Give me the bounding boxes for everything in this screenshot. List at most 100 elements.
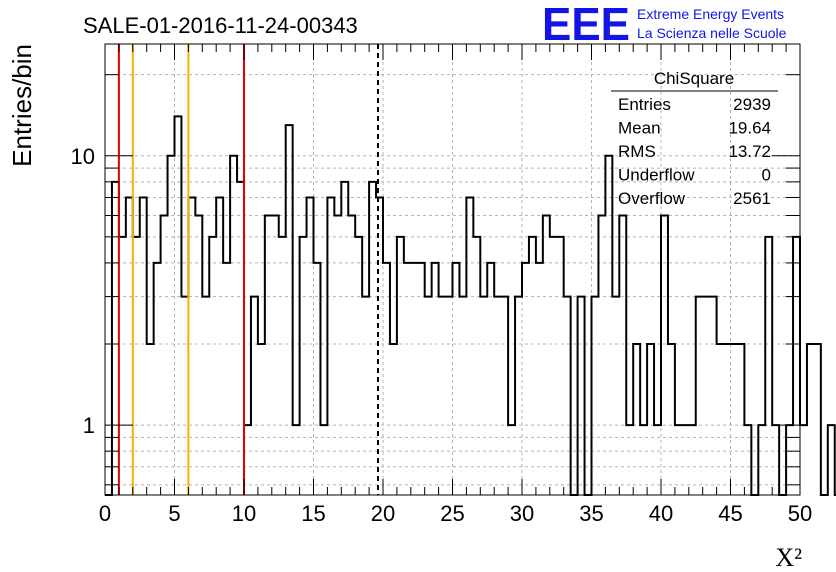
histogram-bin: [216, 197, 223, 495]
axis-ticks: [104, 44, 801, 495]
histogram-bin: [286, 125, 293, 495]
histogram-bin: [404, 263, 411, 495]
histogram-bin: [661, 216, 668, 495]
histogram-bin: [717, 344, 724, 495]
histogram-bin: [793, 237, 800, 495]
histogram-bin: [327, 197, 334, 495]
histogram-bin: [314, 263, 321, 495]
histogram-bin: [724, 344, 731, 495]
y-tick-labels: 1 10: [71, 144, 95, 438]
x-tick-label: 15: [301, 501, 325, 526]
histogram-bin: [195, 216, 202, 495]
histogram-bin: [501, 297, 508, 495]
histogram-bin: [696, 297, 703, 495]
x-tick-label: 50: [788, 501, 812, 526]
histogram-bin: [432, 263, 439, 495]
x-tick-label: 35: [579, 501, 603, 526]
histogram-bin: [230, 156, 237, 495]
histogram-bin: [168, 156, 175, 495]
stats-row-value: 2561: [733, 189, 771, 208]
histogram-bin: [362, 297, 369, 495]
histogram-bin: [209, 237, 216, 495]
histogram-bin: [814, 344, 821, 495]
histogram-bin: [383, 263, 390, 495]
stats-row-label: Overflow: [618, 189, 686, 208]
histogram-bin: [598, 216, 605, 495]
histogram-bin: [703, 297, 710, 495]
y-tick-label: 1: [83, 413, 95, 438]
histogram-bin: [202, 297, 209, 495]
x-tick-label: 25: [440, 501, 464, 526]
histogram-bin: [494, 297, 501, 495]
histogram-bin: [487, 263, 494, 495]
histogram-bin: [737, 344, 744, 495]
histogram-bin: [515, 297, 522, 495]
histogram-bin: [800, 425, 807, 495]
histogram-bin: [348, 216, 355, 495]
histogram-bin: [161, 216, 168, 495]
histogram-bin: [223, 263, 230, 495]
histogram-bin: [175, 116, 182, 495]
histogram-bin: [592, 297, 599, 495]
stats-row-value: 19.64: [728, 119, 771, 138]
histogram-bin: [480, 297, 487, 495]
histogram-bin: [459, 297, 466, 495]
histogram-bin: [564, 297, 571, 495]
logo-line2: La Scienza nelle Scuole: [637, 25, 787, 41]
histogram-bin: [612, 297, 619, 495]
histogram-bin: [279, 237, 286, 495]
stats-row-value: 13.72: [728, 142, 771, 161]
histogram-bin: [765, 237, 772, 495]
histogram-bin: [425, 297, 432, 495]
x-tick-label: 0: [99, 501, 111, 526]
histogram-bin: [272, 216, 279, 495]
histogram-bin: [550, 237, 557, 495]
histogram-bin: [466, 197, 473, 495]
histogram-bin: [605, 156, 612, 495]
histogram-bin: [418, 263, 425, 495]
stats-row-value: 2939: [733, 95, 771, 114]
logo-line1: Extreme Energy Events: [637, 6, 784, 22]
histogram-bin: [251, 297, 258, 495]
histogram-bin: [154, 263, 161, 495]
histogram-bin: [578, 297, 585, 495]
stats-row-label: Entries: [618, 95, 671, 114]
histogram-bin: [300, 237, 307, 495]
x-axis-title: X²: [775, 543, 802, 572]
histogram-bin: [529, 237, 536, 495]
histogram-bin: [807, 344, 814, 495]
chart-title: SALE-01-2016-11-24-00343: [83, 13, 358, 38]
x-tick-label: 40: [649, 501, 673, 526]
histogram: [105, 115, 836, 496]
stats-row-label: Underflow: [618, 166, 695, 185]
histogram-bin: [133, 237, 140, 495]
x-tick-labels: 0 5 10 15 20 25 30 35 40 45 50: [99, 501, 812, 526]
histogram-bin: [731, 344, 738, 495]
histogram-bin: [397, 237, 404, 495]
logo-mark: EEE: [542, 0, 630, 50]
x-tick-label: 45: [718, 501, 742, 526]
x-tick-label: 30: [510, 501, 534, 526]
histogram-bin: [439, 297, 446, 495]
histogram-bin: [473, 237, 480, 495]
y-tick-label: 10: [71, 144, 95, 169]
stats-row-label: Mean: [618, 119, 661, 138]
histogram-bin: [390, 344, 397, 495]
stats-row-value: 0: [762, 166, 771, 185]
histogram-bin: [536, 263, 543, 495]
histogram-bin: [258, 344, 265, 495]
histogram-bin: [522, 263, 529, 495]
histogram-bin: [411, 263, 418, 495]
histogram-bin: [557, 237, 564, 495]
stats-row-label: RMS: [618, 142, 656, 161]
histogram-bin: [265, 216, 272, 495]
eee-logo: EEE Extreme Energy Events La Scienza nel…: [542, 0, 787, 50]
histogram-outline: [105, 115, 836, 496]
grid: [105, 44, 800, 495]
histogram-bin: [341, 182, 348, 495]
histogram-bin: [543, 216, 550, 495]
histogram-bin: [188, 197, 195, 495]
reference-lines: [117, 44, 379, 495]
histogram-bin: [668, 344, 675, 495]
